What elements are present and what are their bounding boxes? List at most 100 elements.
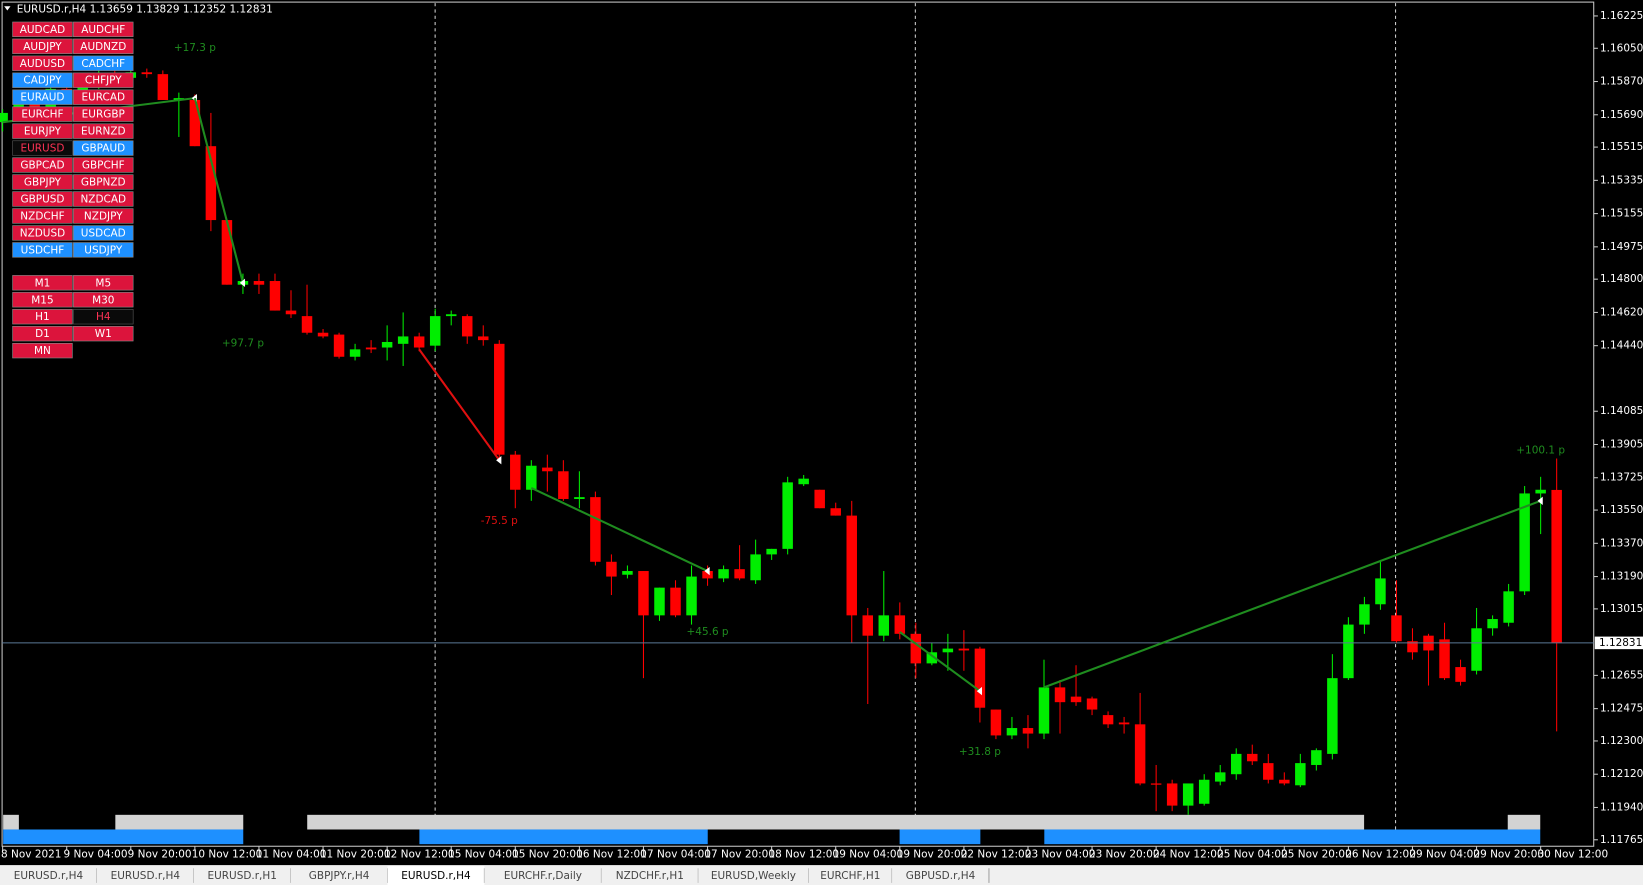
button[interactable] [73, 89, 134, 105]
button[interactable] [12, 89, 73, 105]
button[interactable] [73, 292, 134, 308]
button[interactable] [12, 309, 73, 325]
button[interactable] [12, 208, 73, 224]
tab[interactable] [484, 866, 602, 885]
button-label[interactable]: AUDCHF [81, 24, 125, 36]
button[interactable] [12, 326, 73, 342]
button[interactable] [12, 242, 73, 258]
tab[interactable] [808, 866, 893, 885]
tab-label[interactable]: GBPJPY.r,H4 [309, 870, 370, 882]
button-label[interactable]: GBPNZD [81, 177, 126, 189]
tab[interactable] [698, 866, 809, 885]
button-label[interactable]: NZDJPY [84, 210, 123, 222]
tab-label[interactable]: EURCHF,H1 [820, 870, 880, 882]
button[interactable] [73, 208, 134, 224]
button[interactable] [12, 275, 73, 291]
button[interactable] [73, 225, 134, 241]
tab[interactable] [193, 866, 291, 885]
button-label[interactable]: AUDCAD [20, 24, 65, 36]
button-label[interactable]: H4 [96, 311, 111, 323]
button[interactable] [73, 275, 134, 291]
button-label[interactable]: NZDUSD [20, 227, 65, 239]
button[interactable] [12, 157, 73, 173]
tab-label[interactable]: EURCHF.r,Daily [504, 870, 582, 882]
button[interactable] [73, 21, 134, 37]
button-label[interactable]: USDCHF [21, 244, 65, 256]
button[interactable] [73, 140, 134, 156]
button[interactable] [73, 157, 134, 173]
button[interactable] [12, 292, 73, 308]
candle-body [1214, 772, 1226, 782]
tab-label[interactable]: GBPUSD.r,H4 [906, 870, 976, 882]
button-label[interactable]: D1 [35, 328, 50, 340]
button-label[interactable]: CADCHF [81, 58, 125, 70]
button[interactable] [73, 309, 134, 325]
tab-label[interactable]: NZDCHF.r,H1 [616, 870, 684, 882]
button[interactable] [12, 106, 73, 122]
button-label[interactable]: MN [34, 345, 51, 357]
button[interactable] [73, 123, 134, 139]
button-label[interactable]: GBPUSD [20, 194, 64, 206]
button-label[interactable]: GBPJPY [24, 177, 62, 189]
tab-label[interactable]: EURUSD.r,H4 [14, 870, 84, 882]
candle-body [750, 554, 761, 581]
button[interactable] [73, 174, 134, 190]
tab[interactable] [290, 866, 388, 885]
button-label[interactable]: AUDUSD [20, 58, 65, 70]
button-label[interactable]: M1 [35, 277, 51, 289]
button[interactable] [73, 55, 134, 71]
menu-arrow[interactable] [4, 6, 11, 11]
button-label[interactable]: USDCAD [81, 227, 126, 239]
button[interactable] [12, 38, 73, 54]
tab-label[interactable]: EURUSD.r,H4 [401, 870, 471, 882]
button[interactable] [73, 242, 134, 258]
button[interactable] [12, 72, 73, 88]
tab[interactable] [96, 866, 194, 885]
tab[interactable] [892, 866, 989, 885]
button-label[interactable]: EURCHF [21, 109, 63, 121]
button-label[interactable]: CHFJPY [85, 75, 122, 87]
button-label[interactable]: M5 [95, 277, 111, 289]
tab-label[interactable]: EURUSD.r,H1 [207, 870, 276, 882]
tab-label[interactable]: EURUSD,Weekly [711, 870, 796, 882]
ohlc-high: 1.13829 [136, 3, 179, 15]
trend-label: +100.1 p [1516, 445, 1565, 457]
button-label[interactable]: EURUSD [20, 143, 64, 155]
button[interactable] [12, 191, 73, 207]
x-tick-label: 30 Nov 12:00 [1537, 849, 1608, 861]
button-label[interactable]: AUDNZD [80, 41, 126, 53]
tab[interactable] [387, 866, 485, 885]
button-label[interactable]: NZDCHF [20, 210, 64, 222]
tab[interactable] [0, 866, 97, 885]
button-label[interactable]: GBPAUD [81, 143, 125, 155]
button[interactable] [73, 72, 134, 88]
button-label[interactable]: EURAUD [20, 92, 64, 104]
button-label[interactable]: EURCAD [81, 92, 125, 104]
button[interactable] [12, 21, 73, 37]
button[interactable] [12, 225, 73, 241]
button-label[interactable]: EURJPY [24, 126, 62, 138]
button-label[interactable]: W1 [95, 328, 112, 340]
button-label[interactable]: EURNZD [81, 126, 126, 138]
button-label[interactable]: M30 [92, 294, 114, 306]
button-label[interactable]: GBPCHF [82, 160, 125, 172]
button-label[interactable]: H1 [35, 311, 50, 323]
button-label[interactable]: AUDJPY [23, 41, 62, 53]
button[interactable] [73, 326, 134, 342]
button[interactable] [12, 55, 73, 71]
button[interactable] [73, 106, 134, 122]
button-label[interactable]: USDJPY [84, 244, 123, 256]
button[interactable] [73, 38, 134, 54]
button-label[interactable]: NZDCAD [80, 194, 126, 206]
button[interactable] [73, 191, 134, 207]
button[interactable] [12, 174, 73, 190]
button-label[interactable]: CADJPY [23, 75, 62, 87]
button-label[interactable]: EURGBP [82, 109, 125, 121]
button-label[interactable]: GBPCAD [20, 160, 64, 172]
button-label[interactable]: M15 [31, 294, 53, 306]
button[interactable] [12, 123, 73, 139]
tab-label[interactable]: EURUSD.r,H4 [111, 870, 181, 882]
button[interactable] [12, 140, 73, 156]
button[interactable] [12, 343, 73, 359]
tab[interactable] [601, 866, 699, 885]
